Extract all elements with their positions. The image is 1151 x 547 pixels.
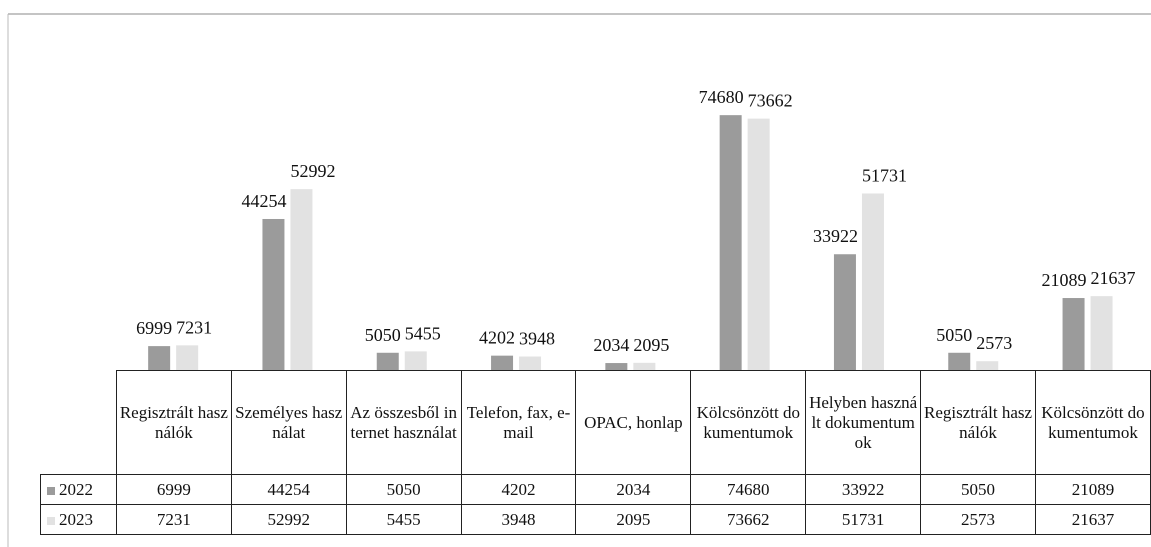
value-label: 52992: [290, 161, 335, 181]
bar: [519, 356, 542, 370]
bar: [176, 345, 199, 370]
legend-entry: 2023: [40, 504, 117, 535]
bar: [1062, 298, 1085, 370]
table-value: 21637: [1034, 504, 1151, 535]
bar: [976, 361, 999, 370]
value-label: 73662: [748, 91, 793, 111]
bar: [290, 189, 313, 370]
bar: [148, 346, 171, 370]
header-row: Regisztrált használók Személyes használat…: [41, 370, 1151, 475]
bar: [833, 254, 856, 370]
legend-swatch: [47, 486, 55, 495]
legend-swatch: [47, 516, 55, 525]
value-label: 7231: [176, 317, 212, 337]
value-label: 5050: [936, 325, 972, 345]
table-value: 3948: [460, 504, 577, 535]
data-table: Regisztrált használók Személyes használat…: [40, 370, 1151, 535]
legend-label: 2022: [59, 479, 93, 499]
bar: [747, 118, 770, 371]
table-value: 33922: [805, 474, 922, 505]
table-value: 7231: [115, 504, 232, 535]
bar: [376, 352, 399, 370]
value-label: 2573: [976, 333, 1012, 353]
category-label: Kölcsönzött dokumentumok: [690, 370, 807, 475]
bar: [861, 193, 884, 370]
value-label: 6999: [136, 318, 172, 338]
table-value: 73662: [690, 504, 807, 535]
table-value: 52992: [230, 504, 347, 535]
table-value: 74680: [690, 474, 807, 505]
category-label: Telefon, fax, e-mail: [460, 370, 577, 475]
bar: [633, 362, 656, 370]
table-value: 5455: [345, 504, 462, 535]
value-label: 74680: [699, 87, 744, 107]
corner: [41, 371, 117, 475]
table-value: 5050: [345, 474, 462, 505]
value-label: 33922: [813, 226, 858, 246]
value-label: 2034: [593, 335, 629, 355]
value-label: 21637: [1091, 268, 1136, 288]
value-label: 44254: [241, 191, 286, 211]
category-label: Az összesből internet használat: [345, 370, 462, 475]
bar: [1090, 296, 1113, 370]
value-label: 5455: [405, 323, 441, 343]
value-label: 21089: [1042, 270, 1087, 290]
category-label: Személyes használat: [230, 370, 347, 475]
table-value: 21089: [1034, 474, 1151, 505]
series-row: 2022 6999 44254 5050 4202 2034 74680 33922 5050 2…: [40, 474, 1151, 505]
table-value: 4202: [460, 474, 577, 505]
table-value: 2034: [575, 474, 692, 505]
table-value: 2573: [920, 504, 1036, 535]
category-label: OPAC, honlap: [575, 370, 692, 475]
table-value: 2095: [575, 504, 692, 535]
bar: [719, 115, 742, 370]
bar: [491, 355, 514, 370]
bar: [262, 218, 285, 370]
category-label: Helyben használt dokumentumok: [805, 370, 922, 475]
value-label: 5050: [365, 325, 401, 345]
value-label: 2095: [633, 335, 669, 355]
legend-entry: 2022: [40, 474, 117, 505]
bar: [605, 363, 628, 370]
value-label: 4202: [479, 328, 515, 348]
series-row: 2023 7231 52992 5455 3948 2095 73662 51731 2573 2…: [40, 504, 1151, 535]
category-label: Kölcsönzött dokumentumok: [1034, 370, 1151, 475]
table-value: 44254: [230, 474, 347, 505]
table-value: 5050: [920, 474, 1036, 505]
value-label: 51731: [862, 165, 907, 185]
table-value: 6999: [115, 474, 232, 505]
value-label: 3948: [519, 329, 555, 349]
category-label: Regisztrált használók: [920, 370, 1036, 475]
category-label: Regisztrált használók: [115, 370, 232, 475]
bar: [404, 351, 427, 370]
legend-label: 2023: [59, 509, 93, 529]
bar: [948, 352, 971, 370]
table-value: 51731: [805, 504, 922, 535]
